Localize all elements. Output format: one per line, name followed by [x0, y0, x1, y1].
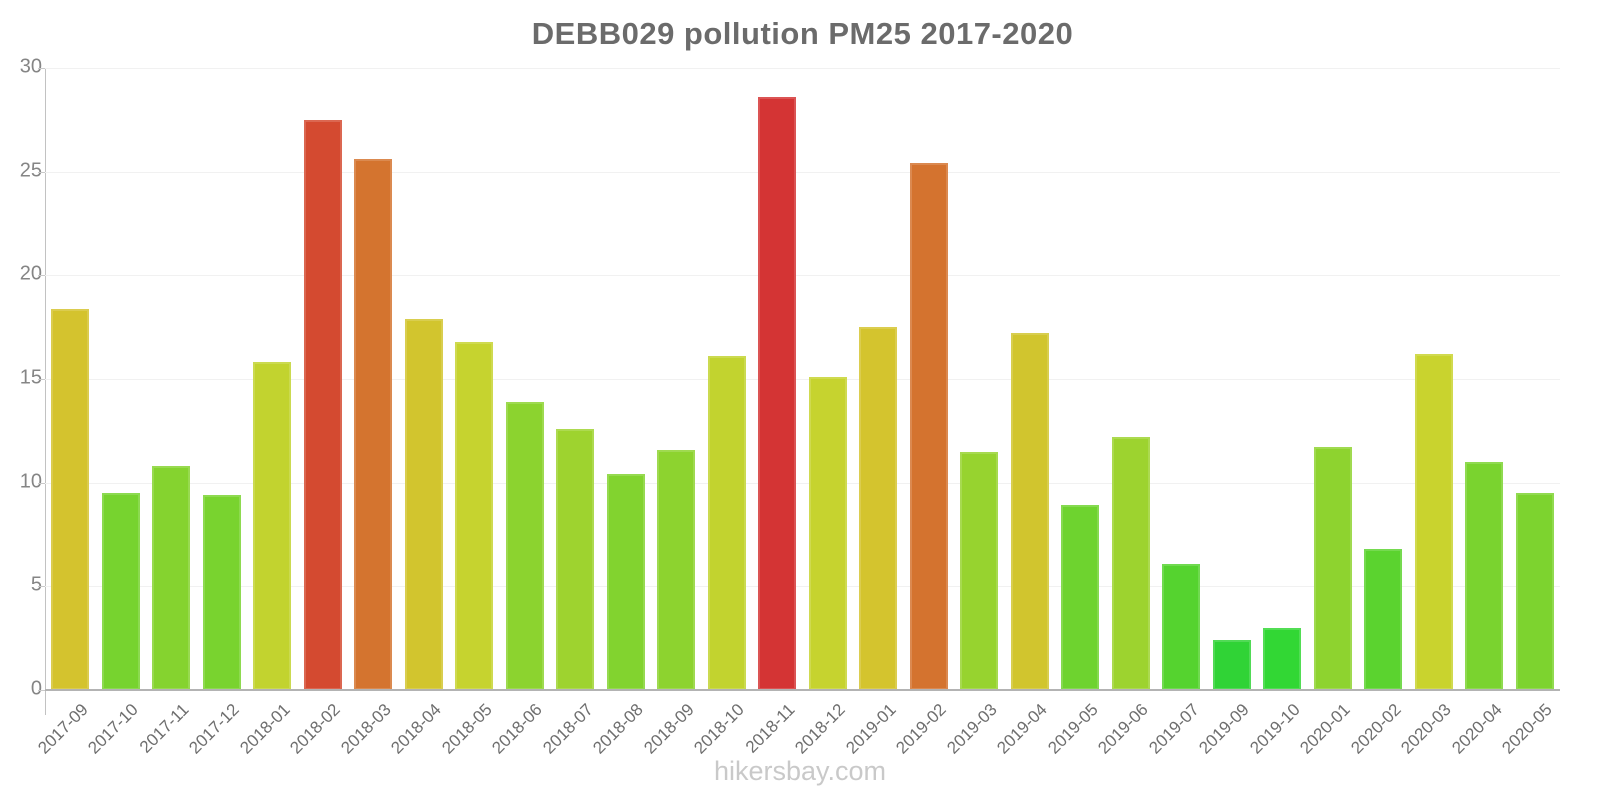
bar-2017-11[interactable] [152, 466, 191, 690]
x-tick-label-2020-02: 2020-02 [1347, 700, 1405, 758]
x-tick-label-2020-03: 2020-03 [1397, 700, 1456, 758]
x-tick-label-2019-03: 2019-03 [943, 700, 1001, 758]
x-tick-label-2020-05: 2020-05 [1498, 700, 1557, 758]
y-tick-mark [38, 482, 45, 484]
gridline [45, 68, 1560, 69]
bar-2018-06[interactable] [505, 401, 544, 690]
x-tick-label-2018-11: 2018-11 [742, 700, 799, 757]
x-tick-label-2018-02: 2018-02 [286, 700, 345, 758]
y-tick-label-20: 20 [19, 262, 42, 285]
bar-2018-12[interactable] [808, 376, 847, 690]
y-tick-mark [38, 379, 45, 380]
watermark-text: hikersbay.com [713, 756, 887, 786]
bar-2019-03[interactable] [960, 451, 999, 690]
bar-2018-01[interactable] [253, 362, 292, 690]
gridline [45, 379, 1560, 380]
chart-title: DEBB029 pollution PM25 2017-2020 [531, 16, 1074, 51]
bar-2019-06[interactable] [1111, 437, 1150, 690]
y-tick-label-30: 30 [19, 55, 42, 78]
x-tick-label-2019-05: 2019-05 [1044, 700, 1102, 758]
x-tick-label-2019-01: 2019-01 [842, 700, 900, 758]
bar-2017-10[interactable] [101, 493, 140, 690]
bar-2019-02[interactable] [909, 163, 948, 690]
x-tick-label-2018-03: 2018-03 [337, 700, 395, 758]
bar-2018-10[interactable] [707, 356, 746, 690]
y-tick-label-0: 0 [30, 677, 42, 700]
x-tick-label-2020-01: 2020-01 [1296, 700, 1355, 758]
bar-2018-03[interactable] [354, 159, 393, 690]
bar-2018-07[interactable] [556, 428, 595, 690]
x-tick-label-2018-12: 2018-12 [791, 700, 850, 758]
x-tick-label-2019-10: 2019-10 [1246, 700, 1304, 758]
x-axis-line [45, 689, 1560, 691]
x-tick-label-2018-08: 2018-08 [589, 700, 648, 758]
bar-2018-11[interactable] [758, 97, 797, 690]
y-tick-mark [38, 68, 45, 69]
bar-2019-10[interactable] [1263, 627, 1302, 690]
x-tick-label-2019-04: 2019-04 [993, 700, 1052, 758]
bar-2018-09[interactable] [657, 449, 696, 690]
x-tick-label-2019-07: 2019-07 [1145, 700, 1203, 758]
y-tick-mark [38, 275, 45, 277]
bar-2020-03[interactable] [1414, 354, 1453, 690]
y-tick-label-10: 10 [19, 470, 42, 493]
gridline [45, 275, 1560, 277]
bar-2019-09[interactable] [1212, 640, 1251, 690]
x-tick-label-2018-09: 2018-09 [640, 700, 698, 758]
bar-2018-08[interactable] [606, 474, 645, 690]
y-tick-mark [38, 586, 45, 588]
x-tick-label-2018-06: 2018-06 [488, 700, 547, 758]
y-tick-label-15: 15 [19, 366, 42, 389]
x-tick-label-2020-04: 2020-04 [1448, 700, 1506, 758]
bar-2020-05[interactable] [1515, 493, 1554, 690]
x-tick-label-2017-09: 2017-09 [34, 700, 92, 758]
x-tick-label-2017-11: 2017-11 [136, 700, 193, 757]
y-axis-line [45, 68, 46, 715]
bar-2018-05[interactable] [455, 341, 494, 690]
y-tick-label-5: 5 [30, 573, 42, 596]
bar-2019-01[interactable] [859, 327, 898, 690]
x-tick-label-2018-01: 2018-01 [236, 700, 294, 758]
bar-2017-12[interactable] [202, 495, 241, 690]
x-tick-label-2017-10: 2017-10 [84, 700, 143, 758]
plot-area [45, 68, 1560, 690]
gridline [45, 171, 1560, 173]
y-tick-mark [38, 171, 45, 173]
x-tick-label-2017-12: 2017-12 [185, 700, 244, 758]
bar-2018-04[interactable] [404, 318, 443, 690]
gridline [45, 586, 1560, 588]
x-tick-label-2018-04: 2018-04 [387, 700, 446, 758]
bar-2020-04[interactable] [1465, 461, 1504, 690]
bar-2019-04[interactable] [1010, 333, 1049, 690]
y-tick-mark [38, 690, 45, 691]
x-tick-label-2019-02: 2019-02 [892, 700, 951, 758]
bar-2019-07[interactable] [1162, 563, 1201, 690]
bar-2019-05[interactable] [1061, 505, 1100, 690]
bar-2017-09[interactable] [51, 308, 90, 690]
x-tick-label-2019-06: 2019-06 [1094, 700, 1153, 758]
x-tick-label-2019-09: 2019-09 [1195, 700, 1254, 758]
bar-2018-02[interactable] [303, 119, 342, 690]
x-tick-label-2018-05: 2018-05 [438, 700, 496, 758]
x-tick-label-2018-07: 2018-07 [539, 700, 597, 758]
x-tick-label-2018-10: 2018-10 [690, 700, 749, 758]
bar-2020-02[interactable] [1364, 549, 1403, 690]
gridline [45, 482, 1560, 484]
y-tick-label-25: 25 [19, 159, 42, 182]
bar-2020-01[interactable] [1313, 447, 1352, 690]
